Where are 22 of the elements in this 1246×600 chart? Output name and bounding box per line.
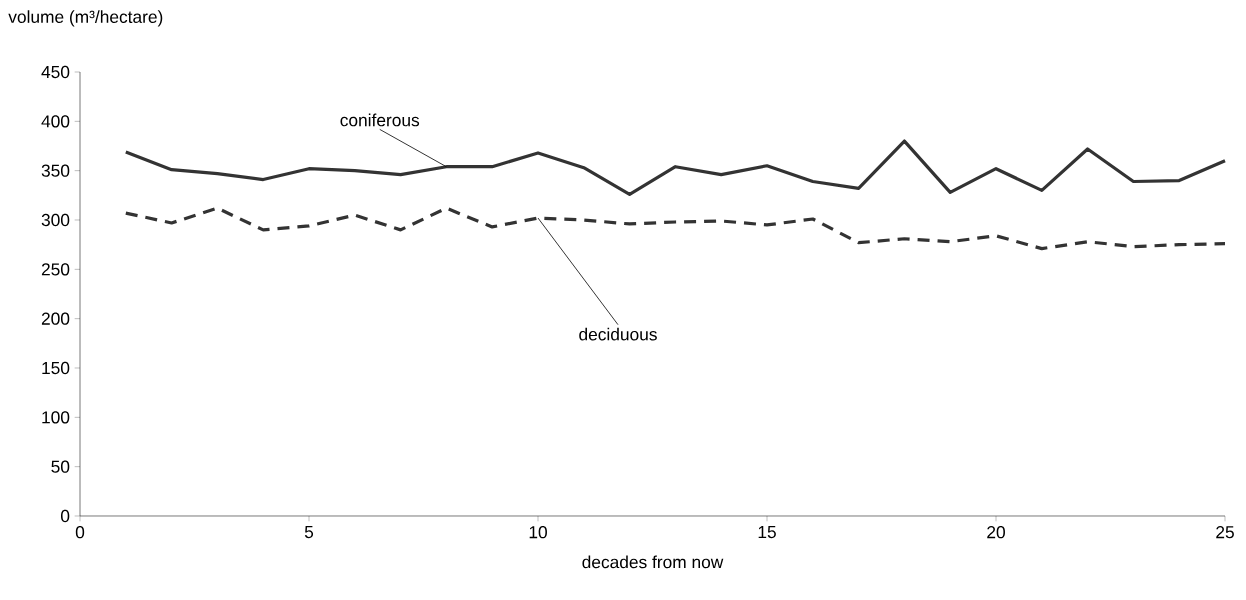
x-tick-label: 0 bbox=[75, 526, 85, 539]
y-tick-label: 400 bbox=[41, 115, 70, 128]
y-tick-label: 100 bbox=[42, 411, 70, 424]
y-tick-label: 250 bbox=[41, 263, 70, 276]
y-tick-label: 450 bbox=[41, 65, 70, 79]
x-tick-label: 25 bbox=[1216, 526, 1234, 539]
x-tick-label: 10 bbox=[529, 526, 547, 539]
y-tick-label: 150 bbox=[42, 361, 70, 375]
line-series bbox=[124, 206, 1227, 251]
x-axis-title: decades from now bbox=[582, 555, 724, 569]
y-axis-title: volume (m³/hectare) bbox=[8, 10, 163, 27]
line-series bbox=[124, 139, 1227, 196]
y-tick-label: 300 bbox=[41, 213, 70, 227]
y-tick-label: 350 bbox=[41, 164, 70, 177]
text: deciduous bbox=[579, 327, 657, 341]
x-tick-label: 20 bbox=[987, 526, 1005, 539]
y-tick-label: 200 bbox=[41, 312, 70, 325]
x-tick-label: 15 bbox=[758, 526, 776, 539]
text: coniferous bbox=[340, 113, 420, 127]
y-tick-label: 50 bbox=[51, 460, 70, 473]
y-tick-label: 0 bbox=[60, 509, 70, 523]
x-tick-label: 5 bbox=[304, 526, 314, 539]
